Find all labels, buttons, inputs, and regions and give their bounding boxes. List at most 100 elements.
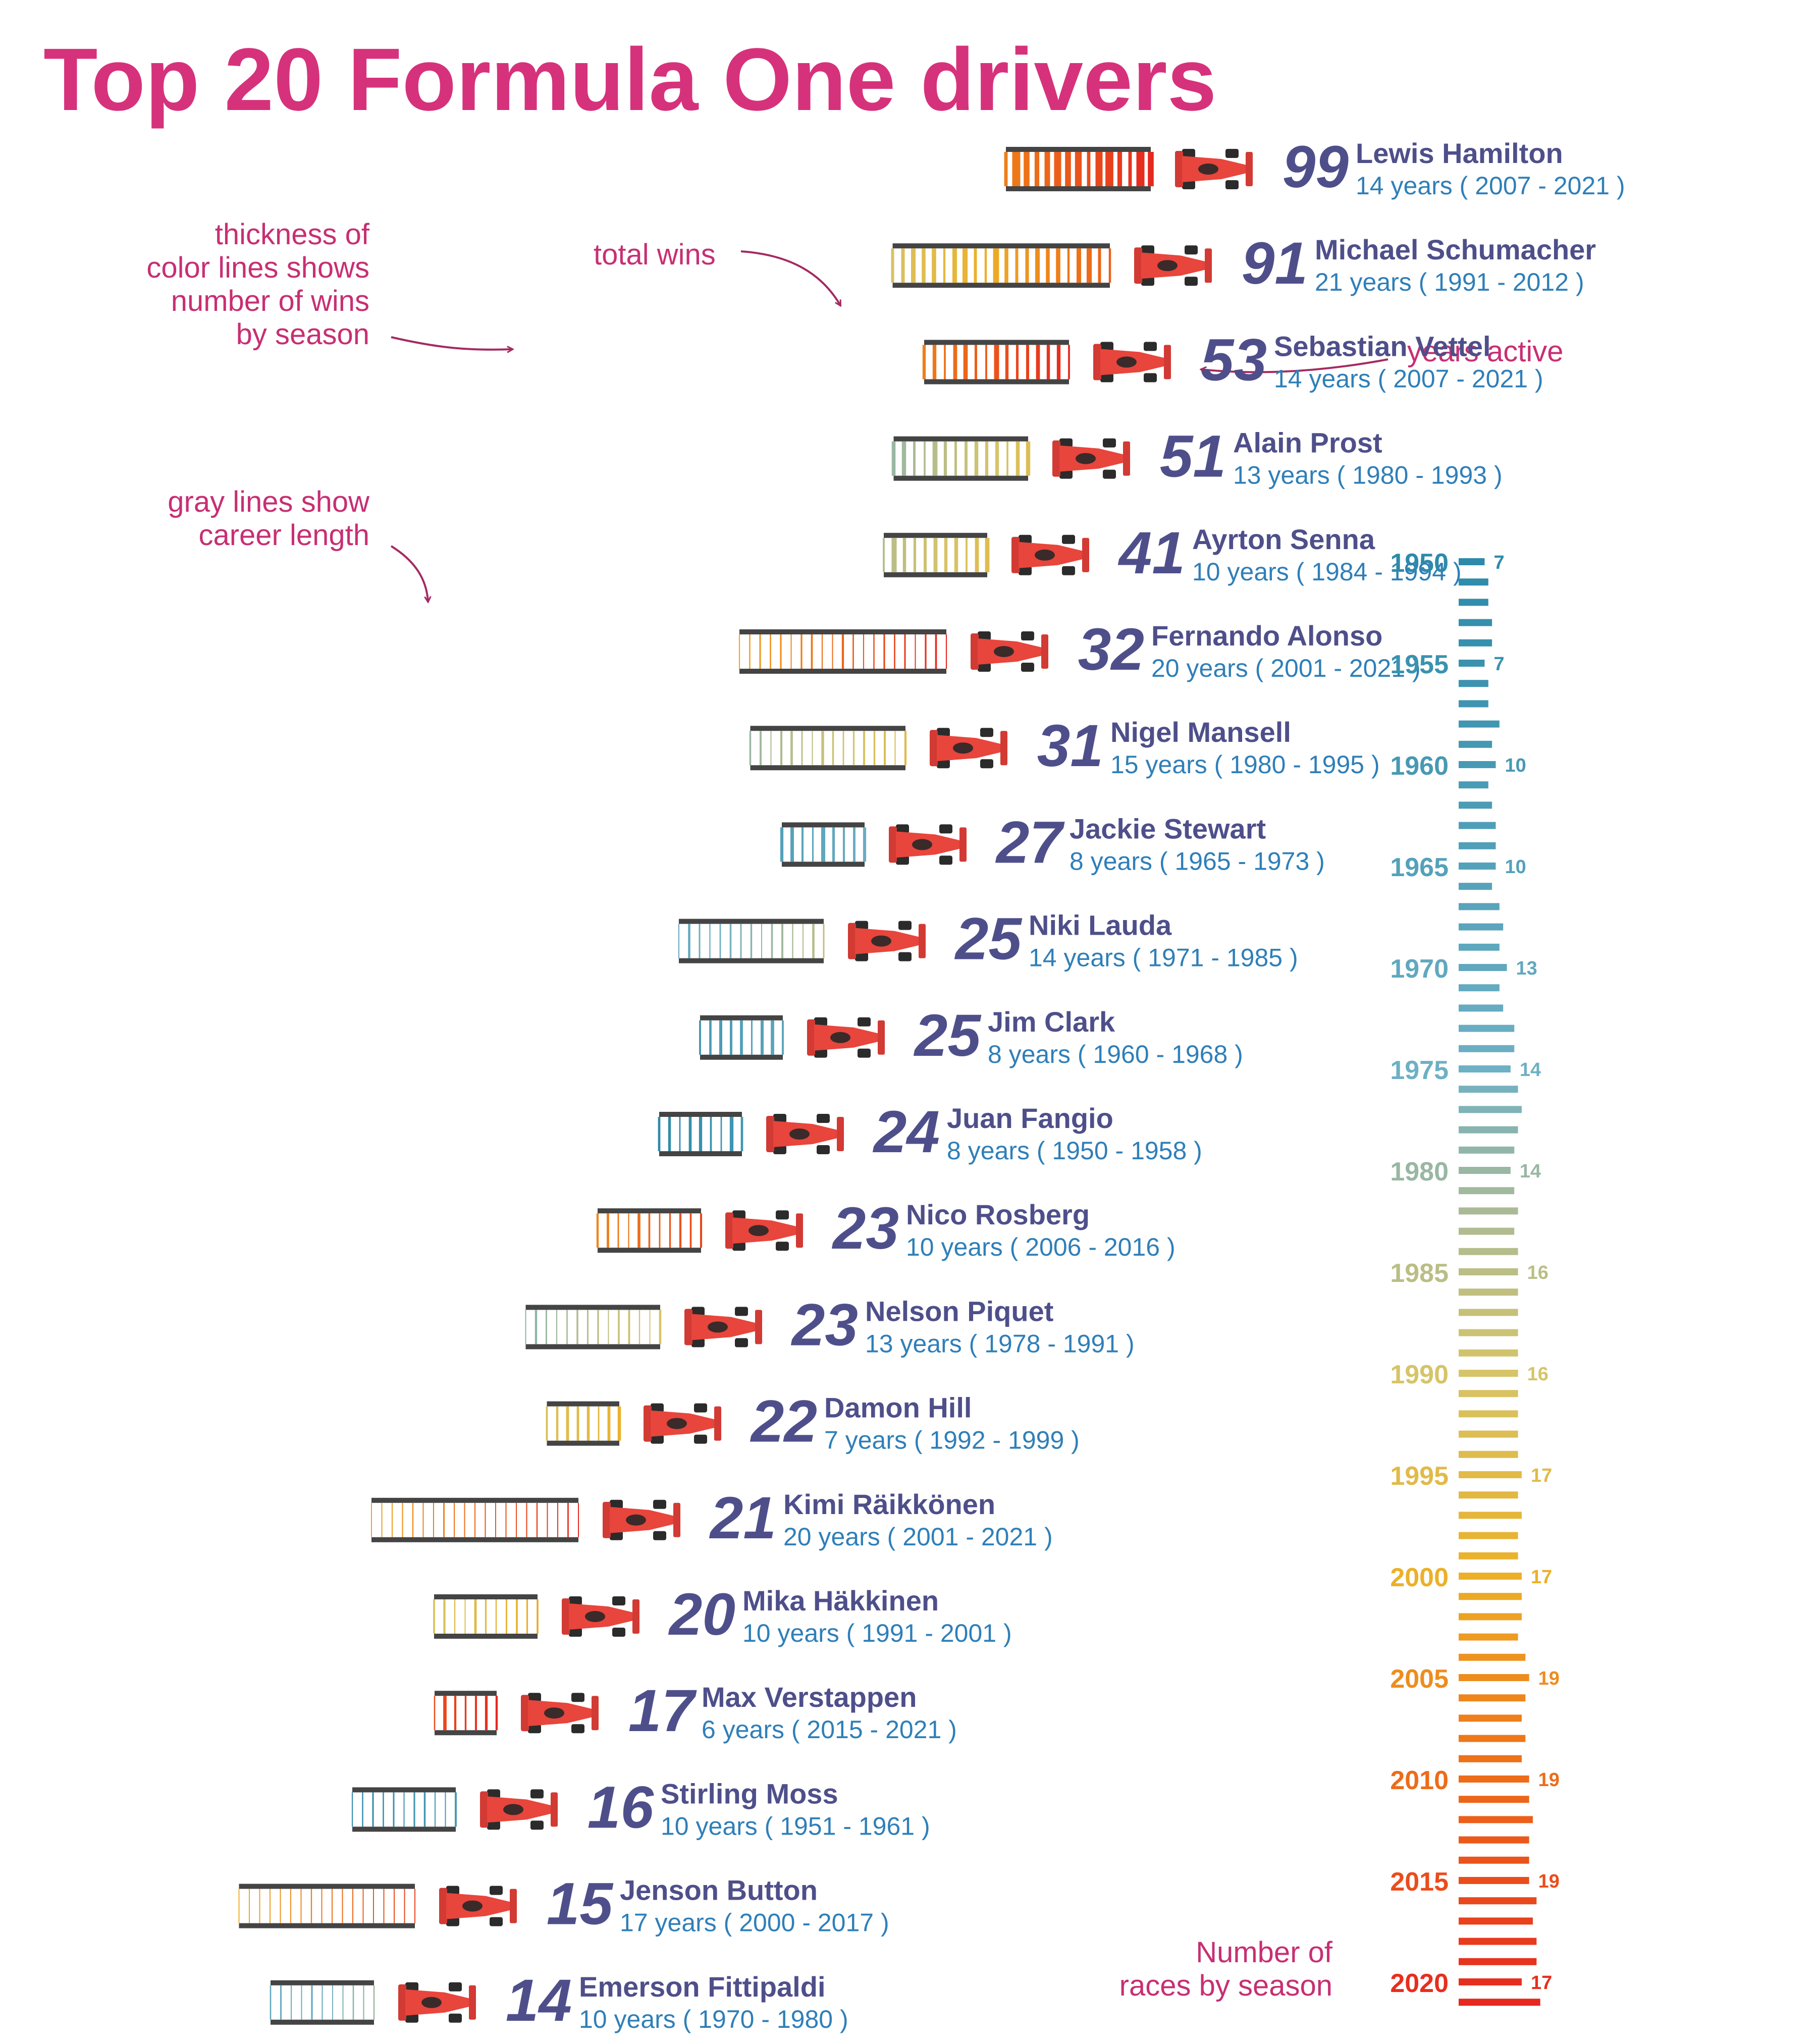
season-wins-tie	[454, 1792, 457, 1827]
career-rail	[271, 1980, 374, 1985]
driver-name: Niki Lauda	[1029, 909, 1172, 941]
season-race-bar	[1459, 1512, 1522, 1519]
season-wins-tie	[321, 1889, 323, 1923]
season-wins-tie	[740, 1020, 743, 1055]
season-wins-tie	[1012, 152, 1021, 186]
season-wins-tie	[678, 924, 679, 958]
season-wins-tie	[576, 1310, 578, 1344]
season-race-bar	[1459, 1674, 1529, 1681]
race-car-icon	[644, 1403, 721, 1444]
years-active-text: 13 years ( 1980 - 1993 )	[1233, 461, 1503, 490]
annotation-gray-lines: gray lines show career length	[132, 486, 369, 552]
season-wins-tie	[904, 731, 907, 766]
season-wins-tie	[812, 731, 813, 766]
season-wins-tie	[587, 1310, 589, 1344]
years-active-text: 8 years ( 1965 - 1973 )	[1070, 847, 1325, 875]
season-race-bar	[1459, 1329, 1518, 1336]
season-race-bar	[1459, 1776, 1529, 1783]
season-wins-tie	[688, 924, 690, 958]
driver-name: Jim Clark	[988, 1006, 1115, 1038]
season-wins-tie	[557, 1502, 558, 1537]
driver-name: Damon Hill	[824, 1392, 972, 1424]
season-wins-tie	[904, 634, 906, 669]
years-active-text: 8 years ( 1950 - 1958 )	[947, 1137, 1202, 1165]
season-wins-tie	[1117, 152, 1123, 186]
season-wins-tie	[362, 1889, 364, 1923]
season-race-bar	[1459, 1146, 1515, 1154]
driver-row: 24 Juan Fangio 8 years ( 1950 - 1958 )	[658, 1099, 1202, 1165]
season-wins-tie	[556, 1406, 559, 1441]
season-wins-tie	[618, 1310, 620, 1344]
season-race-bar	[1459, 660, 1485, 667]
season-race-count-label: 19	[1538, 1668, 1560, 1689]
season-wins-tie	[495, 1696, 498, 1731]
season-wins-tie	[1056, 345, 1061, 380]
annotation-line: by season	[236, 318, 369, 351]
season-wins-tie	[402, 1502, 403, 1537]
season-wins-tie	[873, 731, 876, 766]
season-wins-tie	[1148, 152, 1154, 186]
season-wins-tie	[516, 1599, 518, 1634]
season-wins-tie	[1015, 248, 1019, 283]
season-wins-tie	[1016, 345, 1019, 380]
season-wins-tie	[547, 1502, 548, 1537]
season-wins-tie	[658, 1117, 661, 1151]
season-wins-tie	[975, 537, 979, 572]
season-race-bar	[1459, 1573, 1522, 1580]
season-wins-tie	[995, 441, 999, 476]
season-wins-tie	[249, 1889, 250, 1923]
season-wins-tie	[608, 1310, 609, 1344]
season-wins-tie	[811, 634, 813, 669]
season-wins-tie	[750, 924, 753, 958]
season-wins-tie	[259, 1889, 260, 1923]
total-wins-value: 17	[628, 1678, 698, 1744]
season-wins-tie	[669, 1213, 671, 1248]
season-wins-tie	[944, 537, 948, 572]
season-wins-tie	[759, 634, 761, 669]
years-active-text: 6 years ( 2015 - 2021 )	[702, 1715, 957, 1744]
season-wins-tie	[922, 345, 926, 380]
season-wins-tie	[464, 1599, 466, 1634]
season-wins-tie	[832, 827, 835, 862]
career-rail	[1006, 147, 1151, 152]
season-race-bar	[1459, 1694, 1526, 1702]
season-wins-tie	[443, 1696, 447, 1731]
season-wins-tie	[495, 1502, 496, 1537]
season-wins-tie	[454, 1696, 457, 1731]
season-wins-tie	[597, 1310, 599, 1344]
season-wins-tie	[740, 924, 742, 958]
season-wins-tie	[536, 1502, 538, 1537]
season-wins-tie	[526, 1599, 528, 1634]
driver-name: Lewis Hamilton	[1356, 137, 1563, 169]
season-wins-tie	[761, 924, 762, 958]
season-wins-tie	[1036, 345, 1040, 380]
season-wins-tie	[720, 1117, 722, 1151]
season-wins-tie	[596, 1213, 599, 1248]
total-wins-value: 25	[954, 906, 1023, 973]
season-wins-tie	[1046, 248, 1050, 283]
season-wins-tie	[943, 248, 946, 283]
season-wins-tie	[812, 827, 814, 862]
season-wins-tie	[1005, 345, 1009, 380]
season-wins-tie	[383, 1792, 384, 1827]
season-race-count-label: 16	[1527, 1262, 1548, 1283]
annotation-total-wins: total wins	[594, 238, 716, 271]
career-rail	[893, 436, 1028, 442]
season-wins-tie	[709, 1020, 712, 1055]
season-race-bar	[1459, 1633, 1518, 1641]
career-rail	[892, 283, 1110, 288]
season-wins-tie	[863, 731, 866, 766]
race-car-icon	[848, 921, 926, 961]
driver-name: Nico Rosberg	[906, 1199, 1090, 1230]
season-wins-tie	[1054, 152, 1061, 186]
season-race-bar	[1459, 1167, 1511, 1174]
season-race-bar	[1459, 903, 1500, 910]
annotation-years-active: years active	[1407, 335, 1564, 368]
season-wins-tie	[403, 1792, 405, 1827]
season-wins-tie	[952, 248, 957, 283]
season-wins-tie	[1065, 152, 1071, 186]
season-wins-tie	[454, 1599, 456, 1634]
season-race-bar	[1459, 1349, 1518, 1357]
career-rail	[434, 1594, 538, 1599]
